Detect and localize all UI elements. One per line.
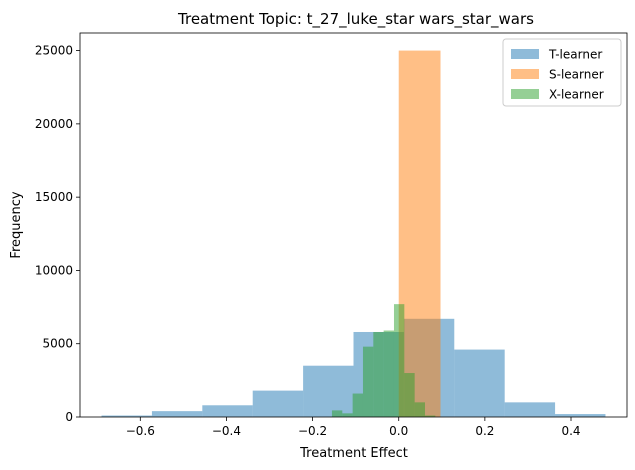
legend: T-learner S-learner X-learner: [502, 38, 622, 107]
legend-swatch-s-learner: [511, 69, 539, 79]
y-tick-label: 25000: [35, 44, 73, 58]
axes-frame: [79, 32, 628, 418]
legend-swatch-x-learner: [511, 89, 539, 99]
y-tick-label: 5000: [42, 337, 73, 351]
legend-swatch-t-learner: [511, 49, 539, 59]
x-tick-label: 0.4: [561, 424, 580, 438]
legend-label-t-learner: T-learner: [548, 48, 602, 62]
bar-x-learner-8: [414, 402, 425, 417]
y-axis-ticks: 0 5000 10000 15000 20000 25000: [35, 44, 80, 424]
legend-label-x-learner: X-learner: [549, 88, 604, 102]
y-tick-label: 20000: [35, 117, 73, 131]
bar-t-learner-2: [202, 405, 253, 417]
bar-t-learner-4: [303, 365, 354, 417]
bar-x-learner-7: [404, 373, 415, 417]
bar-t-learner-8: [504, 402, 556, 417]
bar-s-learner-0: [398, 50, 441, 417]
x-tick-label: 0.2: [475, 424, 494, 438]
plot-frame: [79, 32, 628, 418]
legend-label-s-learner: S-learner: [549, 68, 604, 82]
bar-x-learner-1: [342, 413, 353, 417]
y-axis-label: Frequency: [9, 191, 24, 258]
bar-t-learner-1: [151, 411, 203, 417]
bars-layer: [101, 50, 606, 417]
y-tick-label: 15000: [35, 190, 73, 204]
bar-t-learner-0: [101, 415, 152, 417]
y-tick-label: 10000: [35, 263, 73, 277]
bar-x-learner-9: [424, 415, 436, 417]
bar-x-learner-3: [362, 346, 374, 417]
bar-t-learner-3: [252, 390, 304, 417]
bar-x-learner-2: [352, 393, 363, 417]
bar-x-learner-5: [383, 330, 394, 417]
bar-x-learner-4: [373, 331, 384, 417]
x-tick-label: −0.4: [212, 424, 241, 438]
bar-t-learner-7: [454, 349, 505, 417]
bar-x-learner-6: [393, 304, 405, 417]
y-tick-label: 0: [65, 410, 73, 424]
x-axis-ticks: −0.6 −0.4 −0.2 0.0 0.2 0.4: [126, 417, 581, 438]
x-tick-label: 0.0: [389, 424, 408, 438]
x-tick-label: −0.6: [126, 424, 155, 438]
bar-t-learner-9: [555, 414, 606, 417]
bar-x-learner-0: [331, 410, 343, 417]
x-tick-label: −0.2: [298, 424, 327, 438]
chart-title: Treatment Topic: t_27_luke_star wars_sta…: [177, 10, 534, 29]
x-axis-label: Treatment Effect: [299, 446, 408, 461]
